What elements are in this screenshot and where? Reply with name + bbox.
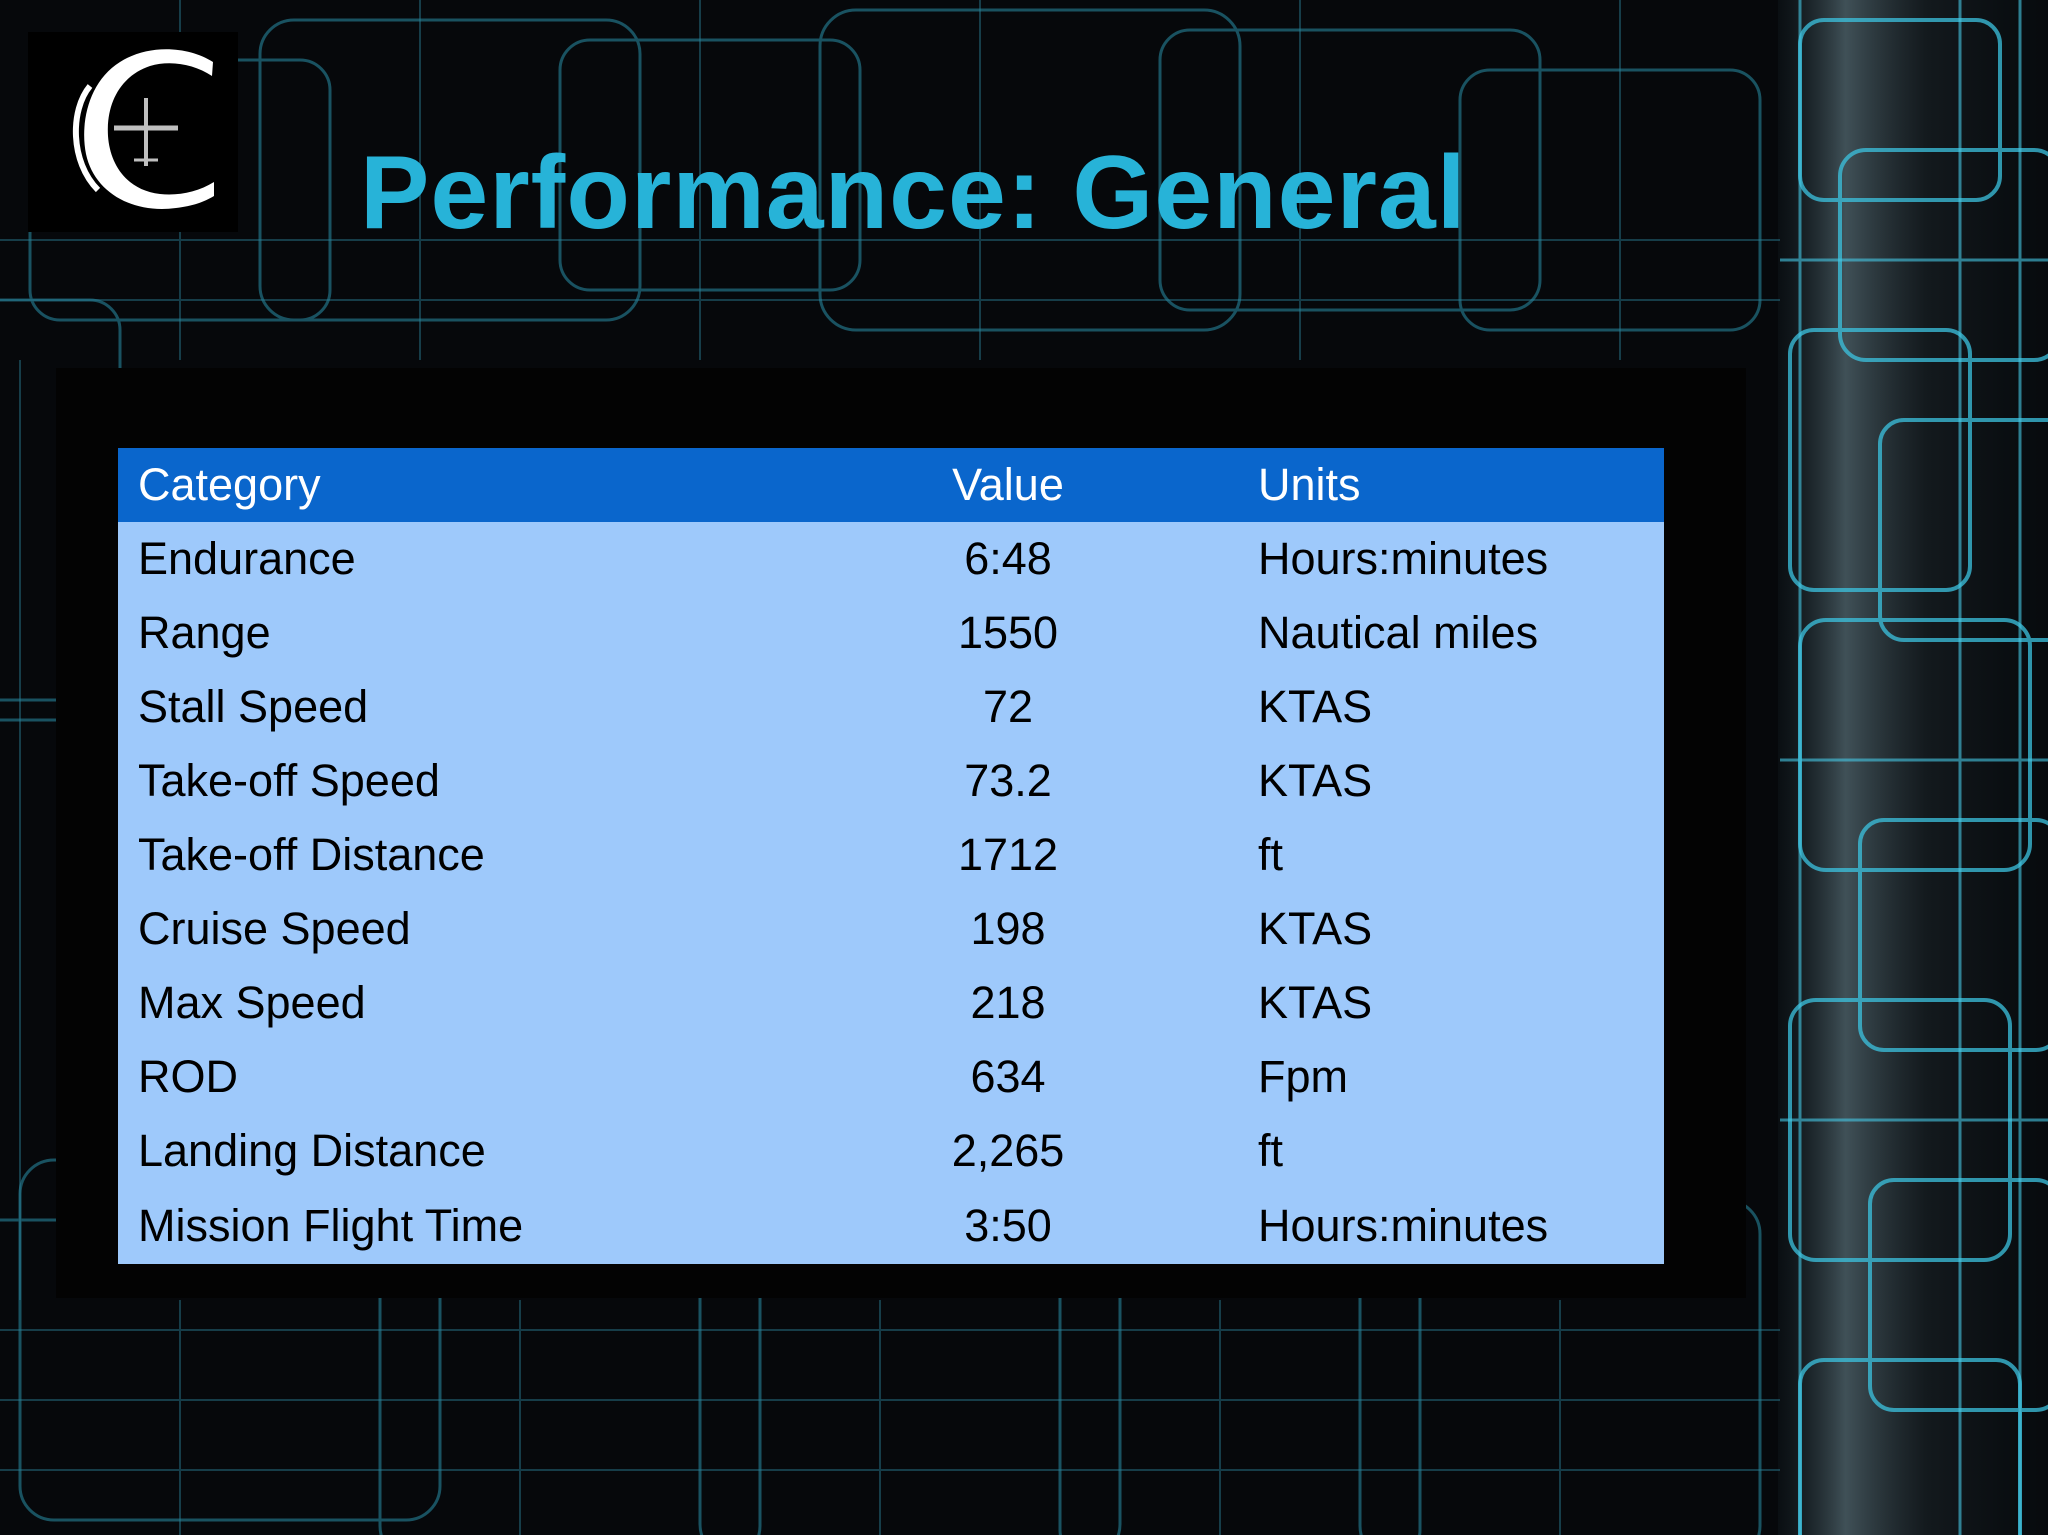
value-cell: 634	[970, 1051, 1046, 1102]
units-cell: KTAS	[1258, 977, 1373, 1028]
table-row: Max Speed 218 KTAS	[118, 966, 1664, 1040]
slide-title: Performance: General	[360, 135, 1467, 251]
table-row: Mission Flight Time 3:50 Hours:minutes	[118, 1188, 1664, 1264]
category-cell: Endurance	[138, 533, 356, 584]
units-cell: ft	[1258, 829, 1284, 880]
units-cell: Hours:minutes	[1258, 533, 1549, 584]
table-panel	[56, 368, 1746, 1298]
units-cell: KTAS	[1258, 681, 1373, 732]
column-header-value: Value	[952, 459, 1064, 510]
value-cell: 218	[970, 977, 1046, 1028]
category-cell: Take-off Distance	[138, 829, 485, 880]
performance-table: Category Value Units Endurance 6:48 Hour…	[118, 448, 1664, 1264]
table-row: Take-off Speed 73.2 KTAS	[118, 744, 1664, 818]
logo	[28, 32, 238, 232]
value-cell: 1550	[957, 607, 1059, 658]
units-cell: Hours:minutes	[1258, 1200, 1549, 1251]
value-cell: 198	[970, 903, 1046, 954]
category-cell: Max Speed	[138, 977, 366, 1028]
value-cell: 1712	[957, 829, 1059, 880]
table-row: Cruise Speed 198 KTAS	[118, 892, 1664, 966]
category-cell: Cruise Speed	[138, 903, 411, 954]
value-cell: 72	[982, 681, 1034, 732]
table-row: Range 1550 Nautical miles	[118, 596, 1664, 670]
table-row: Endurance 6:48 Hours:minutes	[118, 522, 1664, 596]
table-row: Stall Speed 72 KTAS	[118, 670, 1664, 744]
category-cell: Take-off Speed	[138, 755, 440, 806]
crest-c-airplane-icon	[28, 32, 238, 232]
units-cell: Fpm	[1258, 1051, 1348, 1102]
category-cell: Range	[138, 607, 271, 658]
category-cell: Mission Flight Time	[138, 1200, 524, 1251]
column-header-units: Units	[1258, 459, 1361, 510]
table-row: ROD 634 Fpm	[118, 1040, 1664, 1114]
units-cell: ft	[1258, 1125, 1284, 1176]
table-row: Landing Distance 2,265 ft	[118, 1114, 1664, 1188]
category-cell: Stall Speed	[138, 681, 369, 732]
value-cell: 73.2	[964, 755, 1052, 806]
units-cell: Nautical miles	[1258, 607, 1539, 658]
value-cell: 6:48	[964, 533, 1052, 584]
value-cell: 2,265	[951, 1125, 1065, 1176]
column-header-category: Category	[138, 459, 321, 510]
units-cell: KTAS	[1258, 903, 1373, 954]
category-cell: Landing Distance	[138, 1125, 486, 1176]
units-cell: KTAS	[1258, 755, 1373, 806]
category-cell: ROD	[138, 1051, 238, 1102]
table-header-row: Category Value Units	[118, 448, 1664, 522]
value-cell: 3:50	[964, 1200, 1052, 1251]
table-row: Take-off Distance 1712 ft	[118, 818, 1664, 892]
